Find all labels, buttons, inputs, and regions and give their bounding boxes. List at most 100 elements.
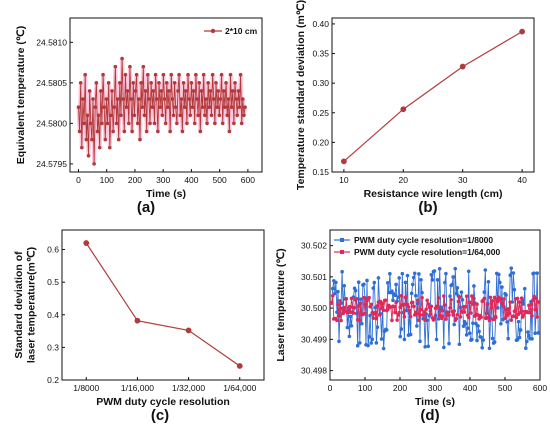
data-point bbox=[429, 272, 434, 277]
data-point bbox=[418, 313, 422, 318]
data-point bbox=[152, 121, 157, 126]
data-point bbox=[440, 314, 445, 318]
data-point bbox=[77, 129, 82, 134]
data-point bbox=[220, 121, 225, 126]
data-point bbox=[105, 121, 110, 126]
data-point bbox=[499, 296, 503, 301]
data-point bbox=[390, 318, 394, 323]
data-point bbox=[198, 129, 203, 134]
data-point bbox=[432, 316, 437, 321]
data-point bbox=[80, 145, 84, 150]
data-point bbox=[531, 298, 535, 302]
legend-label: 2*10 cm bbox=[225, 26, 258, 36]
data-point bbox=[200, 105, 205, 109]
data-point bbox=[150, 105, 155, 109]
data-point bbox=[497, 272, 501, 277]
data-point bbox=[422, 310, 426, 314]
data-point bbox=[242, 113, 246, 118]
data-point bbox=[528, 310, 532, 315]
data-point bbox=[442, 345, 446, 350]
data-point bbox=[411, 275, 416, 280]
data-point bbox=[335, 318, 339, 323]
data-point bbox=[236, 363, 243, 369]
y-tick-label: 0.3 bbox=[47, 342, 59, 352]
data-point bbox=[399, 293, 404, 298]
y-tick-label: 0.20 bbox=[312, 137, 329, 147]
data-point bbox=[400, 106, 407, 113]
data-point bbox=[135, 121, 140, 126]
data-point bbox=[166, 105, 170, 109]
data-point bbox=[330, 286, 335, 291]
data-point bbox=[428, 312, 433, 317]
data-point bbox=[371, 316, 376, 321]
data-point bbox=[423, 344, 427, 349]
data-point bbox=[238, 72, 243, 77]
data-point bbox=[114, 121, 119, 126]
data-point bbox=[467, 331, 472, 335]
x-tick-label: 300 bbox=[156, 175, 170, 185]
data-point bbox=[459, 63, 466, 70]
chart-panel-a: 24.5795 24.5800 24.5805 24.5810 0 100 200 300 40… bbox=[15, 17, 263, 216]
data-point bbox=[508, 300, 513, 304]
data-point bbox=[525, 339, 529, 344]
data-point bbox=[355, 343, 360, 348]
data-point bbox=[122, 129, 127, 134]
x-tick-label: 600 bbox=[241, 175, 255, 185]
data-point bbox=[76, 105, 81, 109]
data-point bbox=[394, 300, 398, 305]
data-point bbox=[526, 330, 530, 334]
data-point bbox=[192, 121, 197, 126]
data-point bbox=[154, 97, 159, 101]
data-point bbox=[85, 113, 90, 118]
series-line bbox=[78, 58, 246, 164]
data-point bbox=[471, 321, 475, 325]
data-point bbox=[78, 81, 83, 85]
data-point bbox=[469, 311, 473, 315]
data-point bbox=[173, 105, 178, 109]
data-point bbox=[419, 278, 423, 282]
data-point bbox=[530, 314, 534, 318]
x-axis-label: PWM duty cycle resolution bbox=[96, 396, 230, 408]
data-point bbox=[435, 305, 440, 310]
data-point bbox=[208, 89, 213, 93]
data-point bbox=[368, 313, 372, 318]
data-point bbox=[93, 105, 98, 109]
data-point bbox=[444, 271, 448, 276]
data-point bbox=[521, 302, 526, 306]
data-point bbox=[492, 340, 497, 344]
data-point bbox=[134, 317, 141, 324]
x-tick-label: 1/16,000 bbox=[121, 383, 154, 393]
data-point bbox=[404, 308, 409, 313]
y-tick-label: 30.501 bbox=[301, 272, 327, 282]
data-point bbox=[359, 301, 363, 306]
data-point bbox=[130, 129, 134, 134]
series-line bbox=[343, 31, 523, 162]
x-tick-label: 500 bbox=[498, 383, 512, 393]
data-point bbox=[347, 334, 352, 339]
x-tick-label: 1/8000 bbox=[73, 383, 99, 393]
data-point bbox=[353, 288, 358, 293]
data-point bbox=[82, 121, 86, 126]
y-tick-label: 24.5800 bbox=[36, 118, 67, 128]
data-point bbox=[159, 89, 164, 93]
data-point bbox=[410, 282, 415, 287]
data-point bbox=[366, 343, 370, 348]
data-point bbox=[371, 286, 376, 290]
data-point bbox=[110, 89, 114, 93]
data-point bbox=[392, 304, 396, 309]
data-point bbox=[488, 295, 493, 300]
data-point bbox=[471, 302, 475, 306]
data-point bbox=[447, 341, 451, 346]
data-point bbox=[125, 89, 130, 93]
y-tick-label: 0.30 bbox=[312, 78, 329, 88]
data-point bbox=[176, 89, 180, 93]
data-point bbox=[102, 105, 106, 109]
data-point bbox=[356, 280, 361, 285]
data-point bbox=[535, 271, 540, 275]
data-point bbox=[415, 324, 419, 328]
data-point bbox=[447, 313, 451, 317]
data-point bbox=[426, 302, 431, 306]
data-point bbox=[455, 312, 460, 317]
data-point bbox=[164, 81, 169, 85]
data-point bbox=[444, 317, 448, 321]
